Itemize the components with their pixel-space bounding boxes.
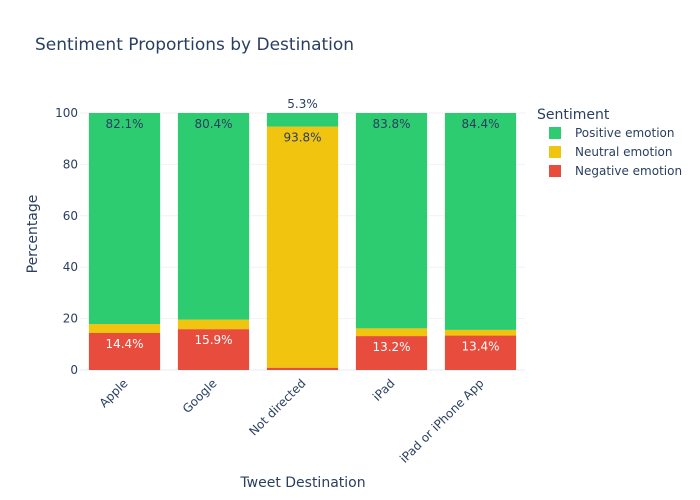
bar-value-label: 83.8% [372,117,410,131]
legend-item-positive-emotion[interactable]: Positive emotion [549,126,674,140]
legend[interactable]: Sentiment Positive emotion Neutral emotio… [537,107,682,178]
legend-swatch [549,146,561,158]
legend-swatch [549,127,561,139]
bar-value-label: 82.1% [105,117,143,131]
bar-positive-emotion[interactable] [266,113,339,127]
legend-item-neutral-emotion[interactable]: Neutral emotion [549,145,673,159]
legend-swatch [549,165,561,177]
y-axis-title: Percentage [25,195,41,274]
bar-value-label: 80.4% [194,117,232,131]
bar-neutral-emotion[interactable] [88,323,161,333]
x-axis-title: Tweet Destination [239,475,365,491]
bar-value-label: 5.3% [287,97,318,111]
x-axis-ticks: Apple Google Not directed iPad iPad or iPhon… [97,376,487,466]
x-tick-label: iPad [370,376,398,404]
bar-value-label: 13.2% [372,340,410,354]
chart-title: Sentiment Proportions by Destination [35,35,354,55]
legend-label: Positive emotion [575,126,674,140]
x-tick-label: Apple [97,376,131,410]
bar-neutral-emotion[interactable] [444,329,517,336]
bar-labels: 14.4% 82.1% 15.9% 80.4% 93.8% 5.3% 13.2% 83.8% 1… [105,97,499,354]
bar-neutral-emotion[interactable] [355,328,428,337]
bar-negative-emotion[interactable] [88,332,161,370]
x-tick-label: Google [180,376,220,416]
y-axis-ticks: 0 20 40 60 80 100 [55,106,78,377]
legend-item-negative-emotion[interactable]: Negative emotion [549,164,682,178]
bar-value-label: 93.8% [283,131,321,145]
y-tick-label: 60 [63,209,78,223]
bar-neutral-emotion[interactable] [266,126,339,368]
bar-positive-emotion[interactable] [88,113,161,324]
legend-label: Negative emotion [575,164,682,178]
bar-value-label: 13.4% [461,340,499,354]
bar-positive-emotion[interactable] [444,113,517,330]
bar-negative-emotion[interactable] [266,367,339,370]
y-tick-label: 0 [70,363,78,377]
legend-label: Neutral emotion [575,145,673,159]
bar-neutral-emotion[interactable] [177,319,250,330]
bar-negative-emotion[interactable] [444,335,517,370]
bar-positive-emotion[interactable] [355,113,428,329]
x-tick-label: iPad or iPhone App [397,376,487,466]
y-tick-label: 80 [63,157,78,171]
legend-title: Sentiment [537,107,610,123]
bar-positive-emotion[interactable] [177,113,250,320]
x-tick-label: Not directed [246,376,308,438]
bar-value-label: 15.9% [194,333,232,347]
bar-negative-emotion[interactable] [355,336,428,370]
bar-value-label: 14.4% [105,337,143,351]
y-tick-label: 20 [63,312,78,326]
bar-value-label: 84.4% [461,117,499,131]
bars [88,113,517,370]
bar-negative-emotion[interactable] [177,329,250,370]
y-tick-label: 100 [55,106,78,120]
y-tick-label: 40 [63,260,78,274]
